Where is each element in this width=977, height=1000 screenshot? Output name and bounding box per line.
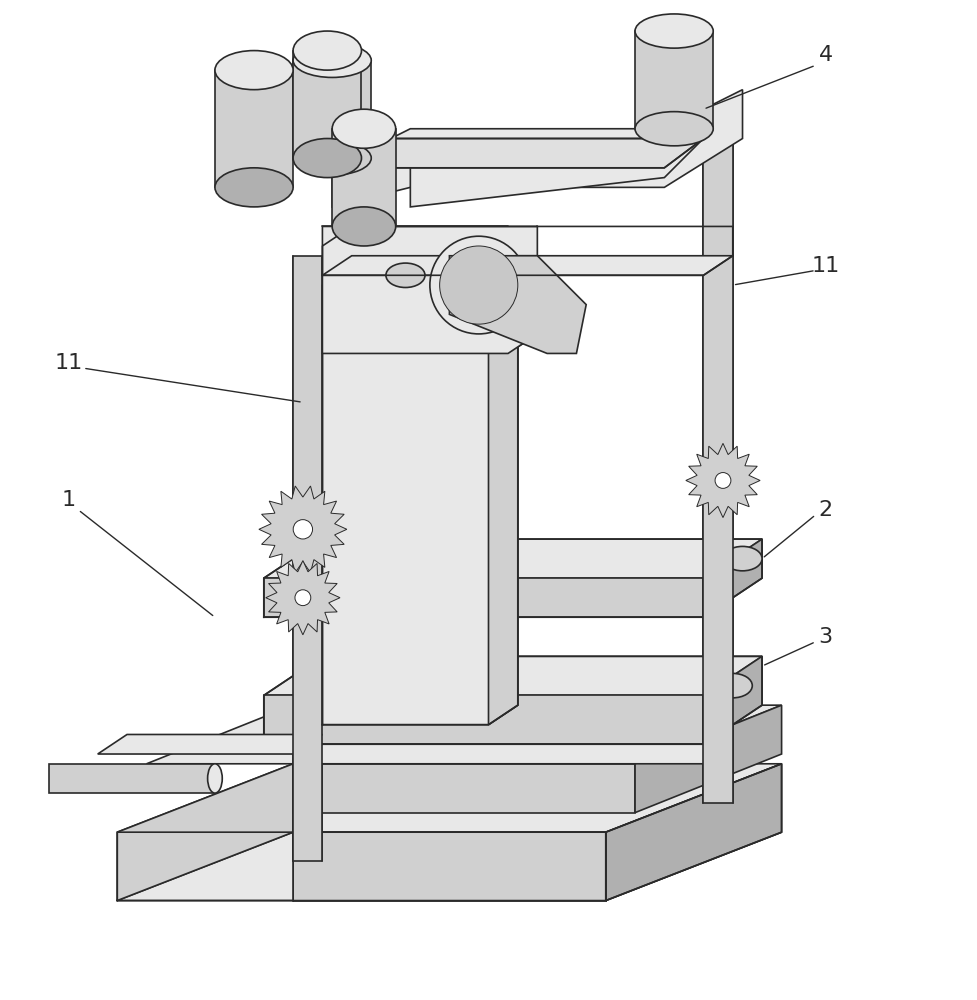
Polygon shape bbox=[449, 256, 586, 353]
Polygon shape bbox=[117, 832, 782, 901]
Ellipse shape bbox=[332, 109, 396, 148]
Polygon shape bbox=[264, 578, 703, 617]
Polygon shape bbox=[703, 656, 762, 744]
Polygon shape bbox=[703, 539, 762, 617]
Ellipse shape bbox=[215, 168, 293, 207]
Ellipse shape bbox=[635, 112, 713, 146]
Polygon shape bbox=[352, 139, 703, 168]
Ellipse shape bbox=[293, 43, 371, 77]
Text: 11: 11 bbox=[55, 353, 82, 373]
Ellipse shape bbox=[293, 141, 371, 175]
Ellipse shape bbox=[723, 546, 762, 571]
Polygon shape bbox=[488, 285, 518, 725]
Polygon shape bbox=[635, 31, 713, 129]
Polygon shape bbox=[293, 832, 606, 901]
Text: 2: 2 bbox=[819, 500, 832, 520]
Polygon shape bbox=[332, 129, 396, 226]
Polygon shape bbox=[703, 139, 733, 803]
Polygon shape bbox=[332, 90, 743, 207]
Ellipse shape bbox=[635, 14, 713, 48]
Polygon shape bbox=[49, 764, 215, 793]
Polygon shape bbox=[266, 561, 340, 635]
Text: 3: 3 bbox=[819, 627, 832, 647]
Ellipse shape bbox=[293, 139, 361, 178]
Polygon shape bbox=[264, 656, 762, 695]
Polygon shape bbox=[293, 51, 361, 158]
Polygon shape bbox=[117, 764, 782, 832]
Polygon shape bbox=[264, 539, 762, 578]
Polygon shape bbox=[215, 70, 293, 187]
Ellipse shape bbox=[332, 207, 396, 246]
Polygon shape bbox=[264, 695, 703, 744]
Polygon shape bbox=[293, 60, 371, 158]
Polygon shape bbox=[259, 486, 347, 573]
Polygon shape bbox=[293, 764, 635, 813]
Polygon shape bbox=[322, 256, 733, 275]
Ellipse shape bbox=[715, 473, 731, 488]
Ellipse shape bbox=[430, 236, 528, 334]
Ellipse shape bbox=[293, 31, 361, 70]
Polygon shape bbox=[293, 256, 322, 861]
Ellipse shape bbox=[440, 246, 518, 324]
Text: 4: 4 bbox=[819, 45, 832, 65]
Polygon shape bbox=[635, 705, 782, 813]
Ellipse shape bbox=[295, 590, 311, 606]
Polygon shape bbox=[147, 705, 782, 764]
Ellipse shape bbox=[713, 673, 752, 698]
Polygon shape bbox=[410, 139, 703, 207]
Polygon shape bbox=[322, 285, 518, 725]
Polygon shape bbox=[322, 226, 537, 353]
Ellipse shape bbox=[293, 520, 313, 539]
Ellipse shape bbox=[215, 51, 293, 90]
Polygon shape bbox=[98, 734, 322, 754]
Polygon shape bbox=[686, 443, 760, 518]
Polygon shape bbox=[293, 744, 733, 764]
Text: 1: 1 bbox=[62, 490, 75, 510]
Ellipse shape bbox=[207, 764, 222, 793]
Text: 11: 11 bbox=[812, 256, 839, 276]
Polygon shape bbox=[117, 764, 293, 901]
Polygon shape bbox=[606, 764, 782, 901]
Ellipse shape bbox=[386, 263, 425, 288]
